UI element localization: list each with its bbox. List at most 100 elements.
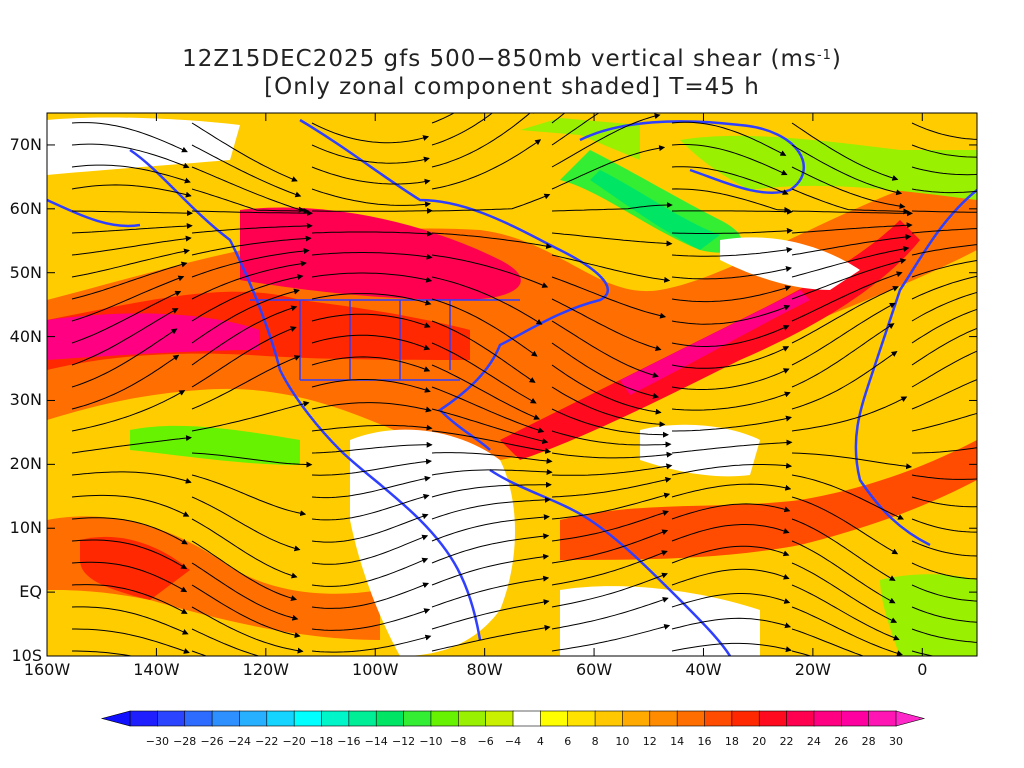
streamline [431, 364, 541, 420]
colorbar-label: 10 [615, 735, 630, 748]
streamline [911, 518, 977, 533]
colorbar-swatch [868, 710, 897, 727]
colorbar-label: 12 [642, 735, 657, 748]
colorbar-label: −14 [364, 735, 388, 748]
streamline [311, 513, 429, 543]
streamline [71, 122, 188, 153]
streamline [791, 234, 912, 256]
lon-label: 60W [575, 660, 613, 679]
streamline [551, 202, 673, 212]
streamline [791, 286, 899, 344]
streamline [791, 302, 896, 366]
lat-label: 70N [9, 134, 42, 154]
streamline [551, 430, 672, 448]
streamline [431, 599, 550, 630]
colorbar-label: −30 [145, 735, 169, 748]
streamline [311, 230, 433, 237]
streamline [191, 606, 304, 654]
lon-label: 20W [794, 660, 831, 679]
streamline [311, 424, 433, 432]
lat-label: 50N [9, 262, 42, 282]
streamline [911, 540, 977, 557]
streamline [71, 261, 188, 300]
streamline [551, 232, 673, 247]
streamline [311, 475, 431, 499]
lon-label: 0 [917, 660, 928, 679]
streamline [311, 252, 433, 260]
chart-title-line2: [Only zonal component shaded] T=45 h [264, 74, 760, 100]
colorbar-label: −12 [391, 735, 416, 748]
coastline-southamerica-north [489, 468, 732, 656]
streamline [791, 628, 865, 656]
streamline [71, 354, 180, 410]
streamline [671, 144, 788, 176]
colorbar-swatch [786, 710, 815, 727]
colorbar-label: −28 [173, 735, 197, 748]
streamline [431, 232, 553, 249]
streamline [911, 628, 977, 643]
streamline [551, 320, 659, 378]
streamline [71, 390, 186, 432]
streamline [431, 386, 545, 433]
streamline [71, 584, 188, 614]
lon-label: 140W [133, 660, 180, 679]
streamline [791, 245, 910, 278]
colorbar-label: 26 [834, 735, 849, 748]
streamline [791, 210, 913, 217]
colorbar-label: 20 [752, 735, 767, 748]
lon-label: 160W [23, 660, 71, 679]
streamline [431, 624, 551, 652]
streamline [431, 496, 551, 520]
streamline [71, 222, 193, 234]
streamline [311, 313, 431, 328]
streamline [911, 259, 977, 278]
streamline [191, 188, 310, 215]
streamline [311, 458, 432, 476]
streamline [191, 260, 307, 300]
colorbar-label: 14 [670, 735, 685, 748]
colorbar-swatch [184, 710, 213, 727]
colorbar-swatch [512, 710, 542, 727]
colorbar-swatch [157, 710, 186, 727]
streamline [431, 139, 542, 190]
colorbar-label: 6 [564, 735, 572, 748]
lat-label: 30N [9, 390, 42, 410]
colorbar-label: −26 [200, 735, 224, 748]
streamline [671, 285, 792, 303]
colorbar-swatch [129, 710, 159, 727]
streamline [431, 533, 550, 564]
streamline [671, 524, 790, 542]
streamline [791, 452, 913, 470]
streamline [551, 364, 662, 415]
streamline [431, 514, 550, 542]
streamline [71, 275, 185, 322]
streamline [191, 248, 310, 278]
colorbar-swatch [239, 710, 268, 727]
streamline [551, 276, 667, 319]
streamline [191, 222, 313, 234]
lat-label: 10S [11, 646, 42, 665]
streamline [911, 228, 977, 234]
colorbar-label: 8 [591, 735, 599, 748]
streamline [191, 210, 313, 217]
streamline [431, 430, 552, 454]
streamline [671, 462, 793, 476]
streamline [191, 166, 305, 213]
colorbar-swatch [403, 710, 432, 727]
weak-shear-alaska [47, 117, 240, 175]
streamline [191, 452, 313, 468]
streamline [311, 379, 431, 393]
streamline [791, 222, 913, 234]
streamline [71, 210, 193, 217]
colorbar-swatch [430, 710, 460, 727]
streamline [431, 193, 551, 212]
colorbar-label: −20 [282, 735, 306, 748]
streamline [911, 308, 977, 344]
streamline [71, 517, 188, 545]
streamline [791, 323, 895, 388]
streamline [791, 606, 903, 656]
streamline [551, 463, 673, 476]
axis-ticks [46, 113, 977, 657]
map-plot-area [47, 113, 977, 656]
